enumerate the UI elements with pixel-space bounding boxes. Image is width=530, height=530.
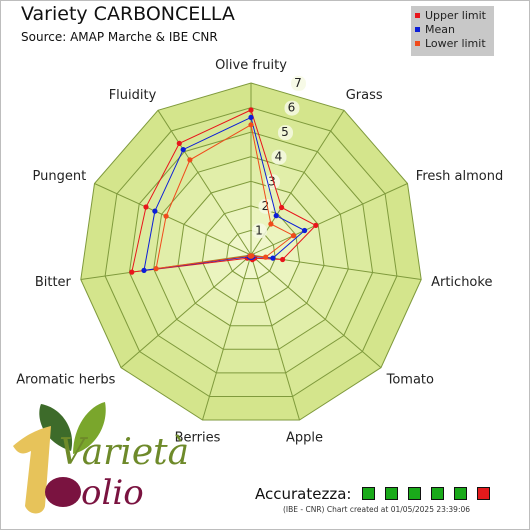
point-lower-limit-bitter bbox=[153, 266, 159, 272]
logo-word-olio: olio bbox=[81, 473, 144, 513]
tick-label-6: 6 bbox=[288, 101, 296, 115]
tick-bg-6 bbox=[284, 100, 300, 116]
legend-swatch-upper bbox=[415, 12, 420, 18]
tick-bg-2 bbox=[258, 198, 274, 214]
accuracy-box-3 bbox=[408, 487, 421, 500]
point-lower-limit-olive-fruity bbox=[248, 122, 254, 128]
point-upper-limit-fresh-almond bbox=[313, 222, 319, 228]
axis-label-artichoke: Artichoke bbox=[431, 275, 492, 290]
radar-spoke-10 bbox=[94, 183, 252, 256]
logo-leaf-right bbox=[73, 402, 106, 454]
logo-numeral-one bbox=[13, 426, 51, 514]
accuracy-box-2 bbox=[385, 487, 398, 500]
point-mean-artichoke bbox=[270, 255, 276, 261]
legend-item-lower: Lower limit bbox=[415, 37, 494, 51]
point-lower-limit-grass bbox=[268, 221, 274, 227]
point-lower-limit-fluidity bbox=[187, 157, 193, 163]
accuracy-box-4 bbox=[431, 487, 444, 500]
tick-label-4: 4 bbox=[275, 150, 283, 164]
axis-label-apple: Apple bbox=[286, 430, 323, 445]
radar-spoke-5 bbox=[250, 254, 382, 368]
point-upper-limit-olive-fruity bbox=[248, 107, 254, 113]
accuracy-box-6 bbox=[477, 487, 490, 500]
logo-word-varieta: Varietà bbox=[59, 432, 189, 473]
point-upper-limit-grass bbox=[279, 204, 285, 211]
legend: Upper limit Mean Lower limit bbox=[411, 6, 494, 56]
legend-swatch-mean bbox=[415, 26, 420, 32]
point-lower-limit-aromatic-herbs bbox=[247, 253, 253, 259]
radar-spoke-7 bbox=[202, 254, 252, 421]
legend-label-lower: Lower limit bbox=[425, 37, 486, 50]
chart-title: Variety CARBONCELLA bbox=[21, 3, 235, 25]
radar-spoke-11 bbox=[157, 110, 252, 256]
legend-item-upper: Upper limit bbox=[415, 9, 494, 23]
point-upper-limit-pungent bbox=[143, 204, 149, 210]
accuracy-box-5 bbox=[454, 487, 467, 500]
tick-label-7: 7 bbox=[294, 76, 302, 90]
tick-label-2: 2 bbox=[262, 199, 270, 213]
tick-bg-1 bbox=[252, 223, 267, 239]
point-mean-fresh-almond bbox=[302, 227, 308, 234]
tick-bg-4 bbox=[271, 149, 287, 165]
tick-bg-5 bbox=[278, 125, 293, 141]
accuracy-box-1 bbox=[362, 487, 375, 500]
axis-label-fluidity: Fluidity bbox=[109, 88, 157, 103]
chart-subtitle: Source: AMAP Marche & IBE CNR bbox=[21, 30, 218, 44]
point-mean-olive-fruity bbox=[248, 114, 254, 120]
axis-label-olive-fruity: Olive fruity bbox=[215, 58, 287, 73]
axis-label-fresh-almond: Fresh almond bbox=[416, 169, 503, 184]
point-upper-limit-bitter bbox=[129, 269, 135, 275]
legend-item-mean: Mean bbox=[415, 23, 494, 37]
point-lower-limit-fresh-almond bbox=[290, 233, 297, 239]
point-mean-bitter bbox=[141, 267, 147, 273]
point-upper-limit-fluidity bbox=[176, 140, 182, 146]
point-lower-limit-pungent bbox=[163, 213, 169, 219]
point-upper-limit-artichoke bbox=[280, 256, 286, 263]
tick-label-3: 3 bbox=[268, 174, 276, 188]
axis-label-berries: Berries bbox=[175, 430, 221, 445]
logo-leaf-left bbox=[39, 404, 73, 451]
axis-label-tomato: Tomato bbox=[386, 372, 434, 387]
logo-olive bbox=[45, 477, 81, 507]
radar-spoke-8 bbox=[120, 254, 252, 368]
tick-label-1: 1 bbox=[255, 223, 263, 237]
legend-label-upper: Upper limit bbox=[425, 9, 486, 22]
legend-label-mean: Mean bbox=[425, 23, 455, 36]
radar-spoke-6 bbox=[250, 254, 300, 421]
axis-label-bitter: Bitter bbox=[35, 275, 72, 290]
axis-label-grass: Grass bbox=[346, 88, 383, 103]
axis-label-pungent: Pungent bbox=[33, 169, 87, 184]
accuracy-label: Accuratezza: bbox=[255, 485, 352, 503]
point-lower-limit-artichoke bbox=[263, 254, 269, 260]
axis-label-aromatic-herbs: Aromatic herbs bbox=[16, 372, 115, 387]
tick-label-5: 5 bbox=[281, 125, 289, 139]
point-mean-pungent bbox=[152, 208, 158, 214]
varieta-olio-logo: Varietà olio bbox=[13, 402, 189, 514]
point-mean-fluidity bbox=[180, 147, 186, 153]
radar-spoke-3 bbox=[250, 183, 408, 256]
point-mean-grass bbox=[273, 213, 279, 219]
legend-swatch-lower bbox=[415, 40, 420, 46]
chart-credit: (IBE - CNR) Chart created at 01/05/2025 … bbox=[283, 505, 471, 514]
tick-bg-7 bbox=[291, 76, 306, 91]
